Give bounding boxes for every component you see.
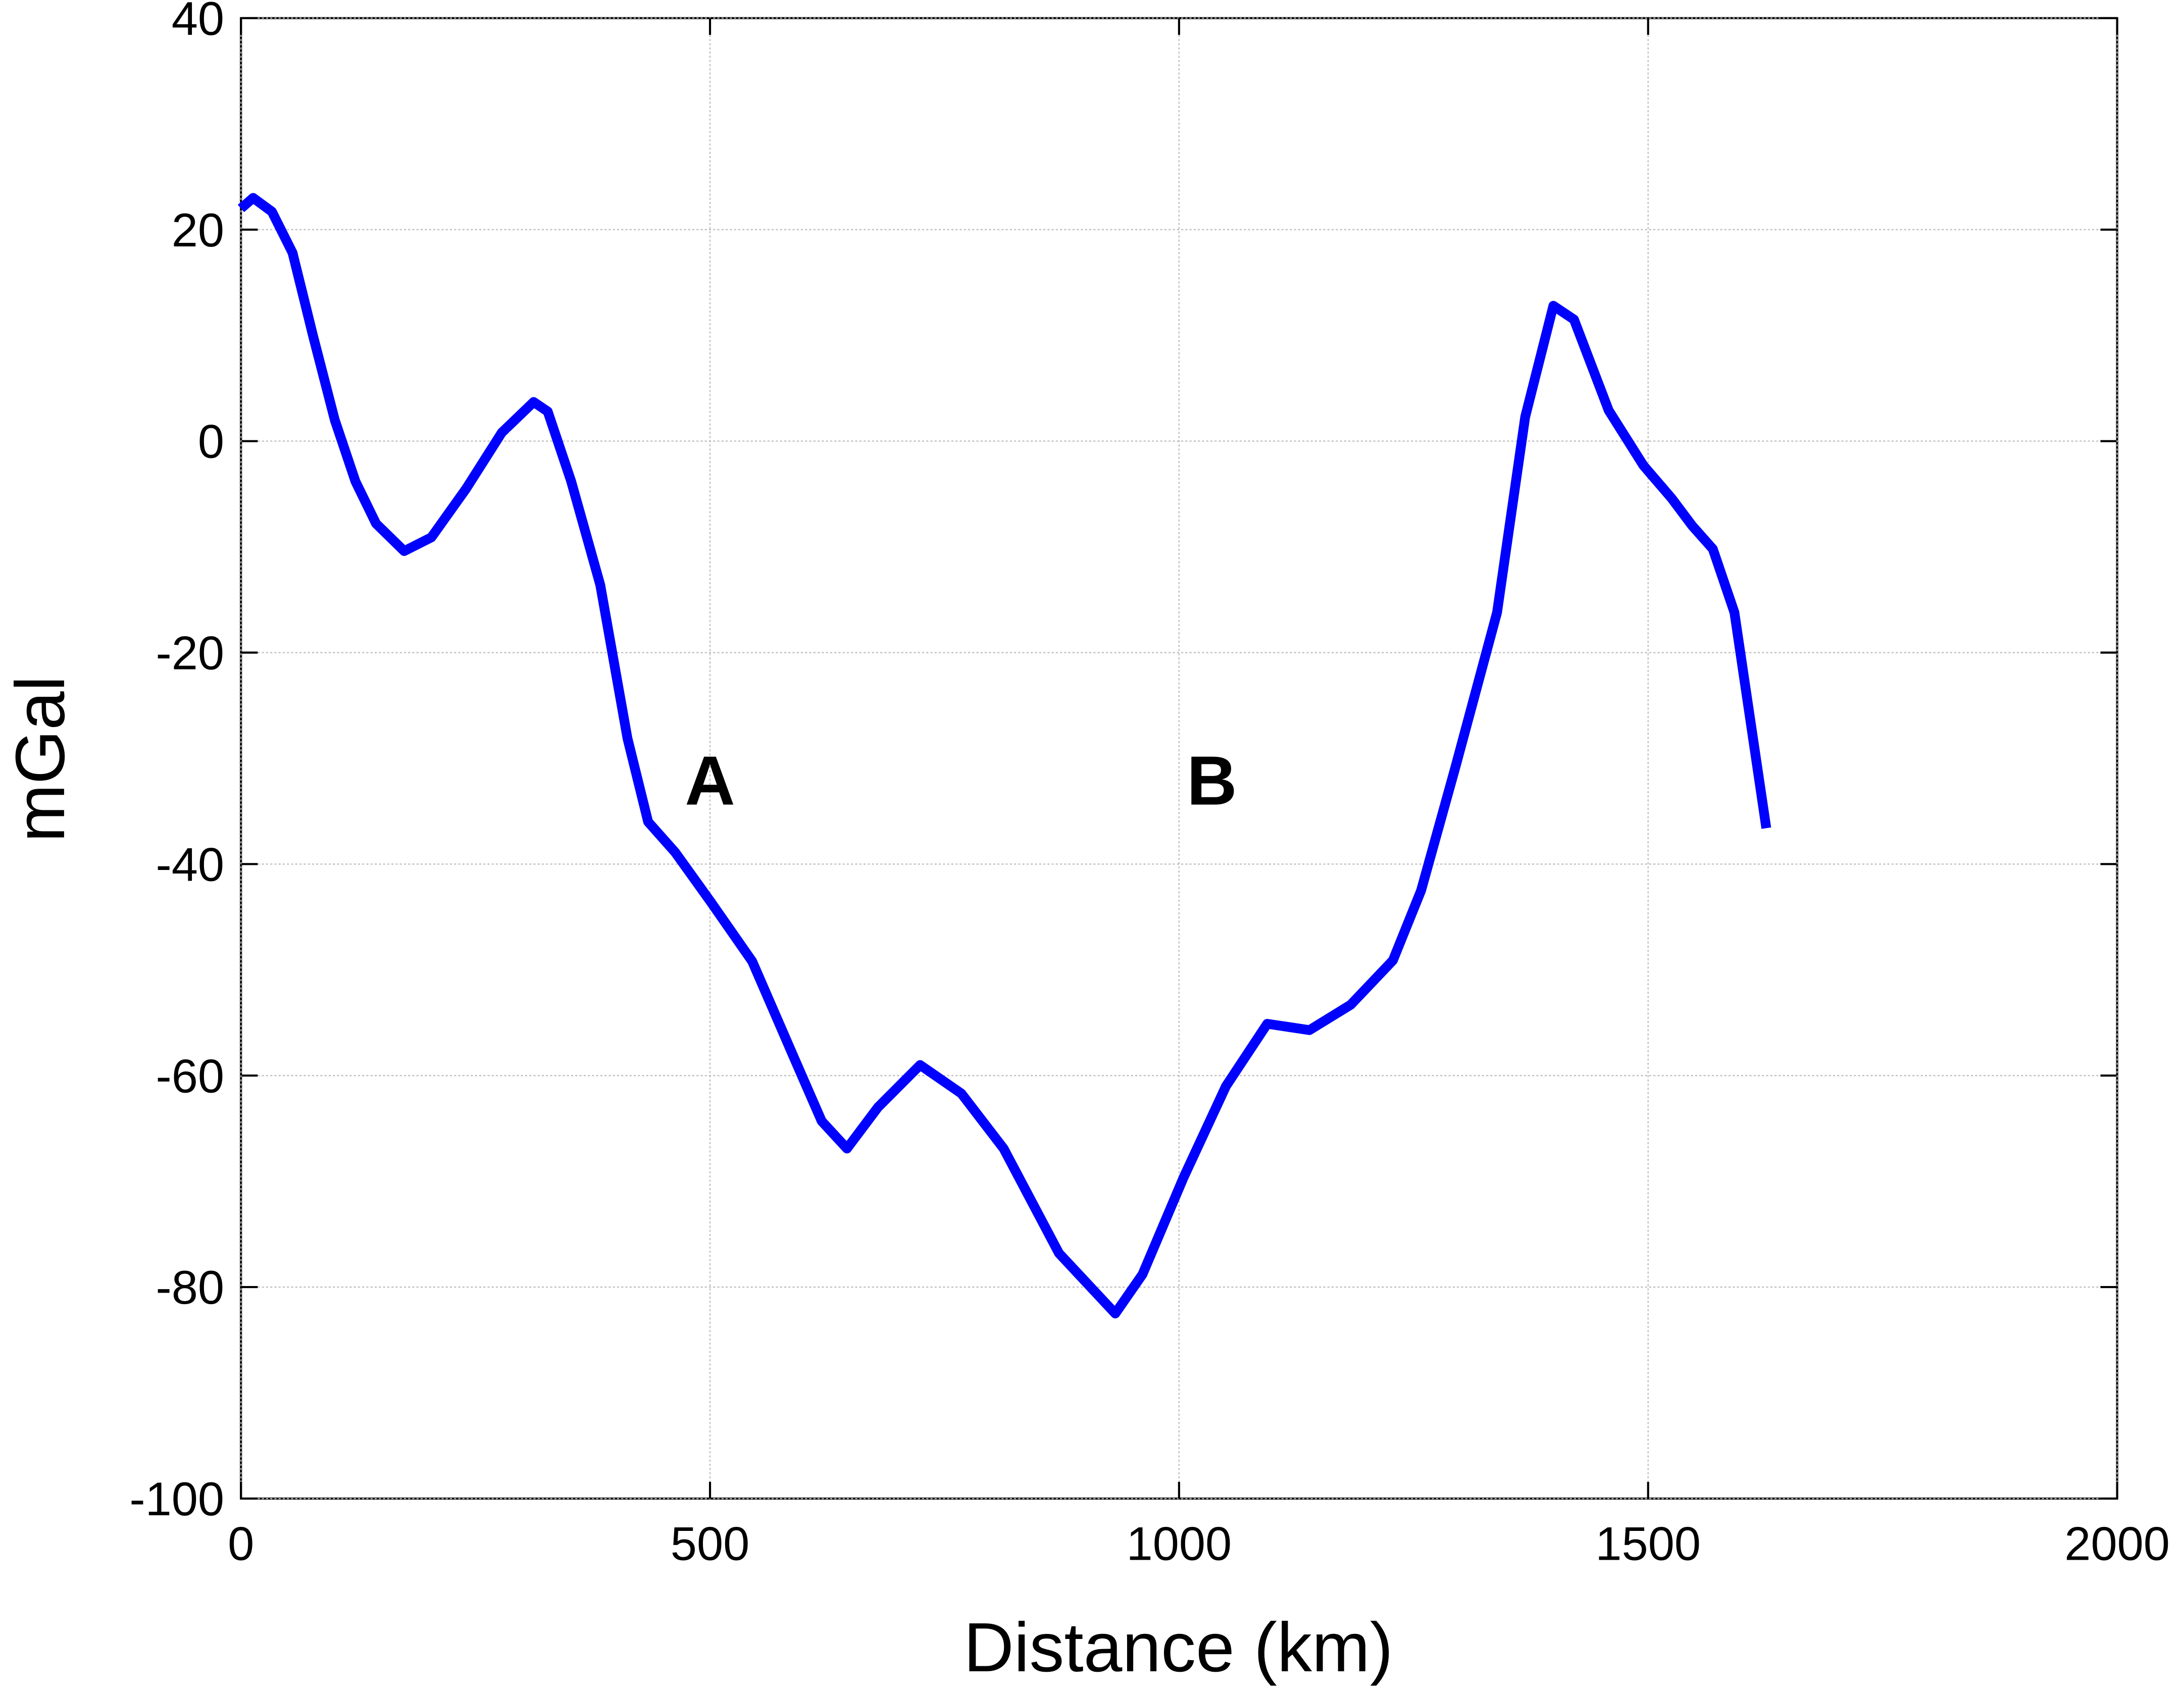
y-tick-label: 20 bbox=[172, 203, 224, 256]
y-tick-label: -100 bbox=[129, 1472, 224, 1525]
y-tick-label: -60 bbox=[156, 1049, 225, 1102]
y-tick-label: -20 bbox=[156, 627, 225, 680]
annotation: A bbox=[685, 742, 735, 819]
x-tick-label: 2000 bbox=[2064, 1517, 2170, 1570]
y-tick-label: 0 bbox=[198, 415, 224, 468]
x-axis-label: Distance (km) bbox=[963, 1609, 1393, 1686]
y-tick-label: -80 bbox=[156, 1261, 225, 1314]
data-line bbox=[237, 193, 1771, 1319]
annotation: B bbox=[1187, 742, 1237, 819]
x-tick-label: 500 bbox=[671, 1517, 749, 1570]
x-tick-label: 1000 bbox=[1127, 1517, 1232, 1570]
y-axis-label: mGal bbox=[2, 676, 79, 842]
x-tick-label: 0 bbox=[228, 1517, 254, 1570]
y-tick-label: -40 bbox=[156, 838, 225, 891]
y-tick-label: 40 bbox=[172, 0, 224, 45]
x-tick-label: 1500 bbox=[1595, 1517, 1701, 1570]
